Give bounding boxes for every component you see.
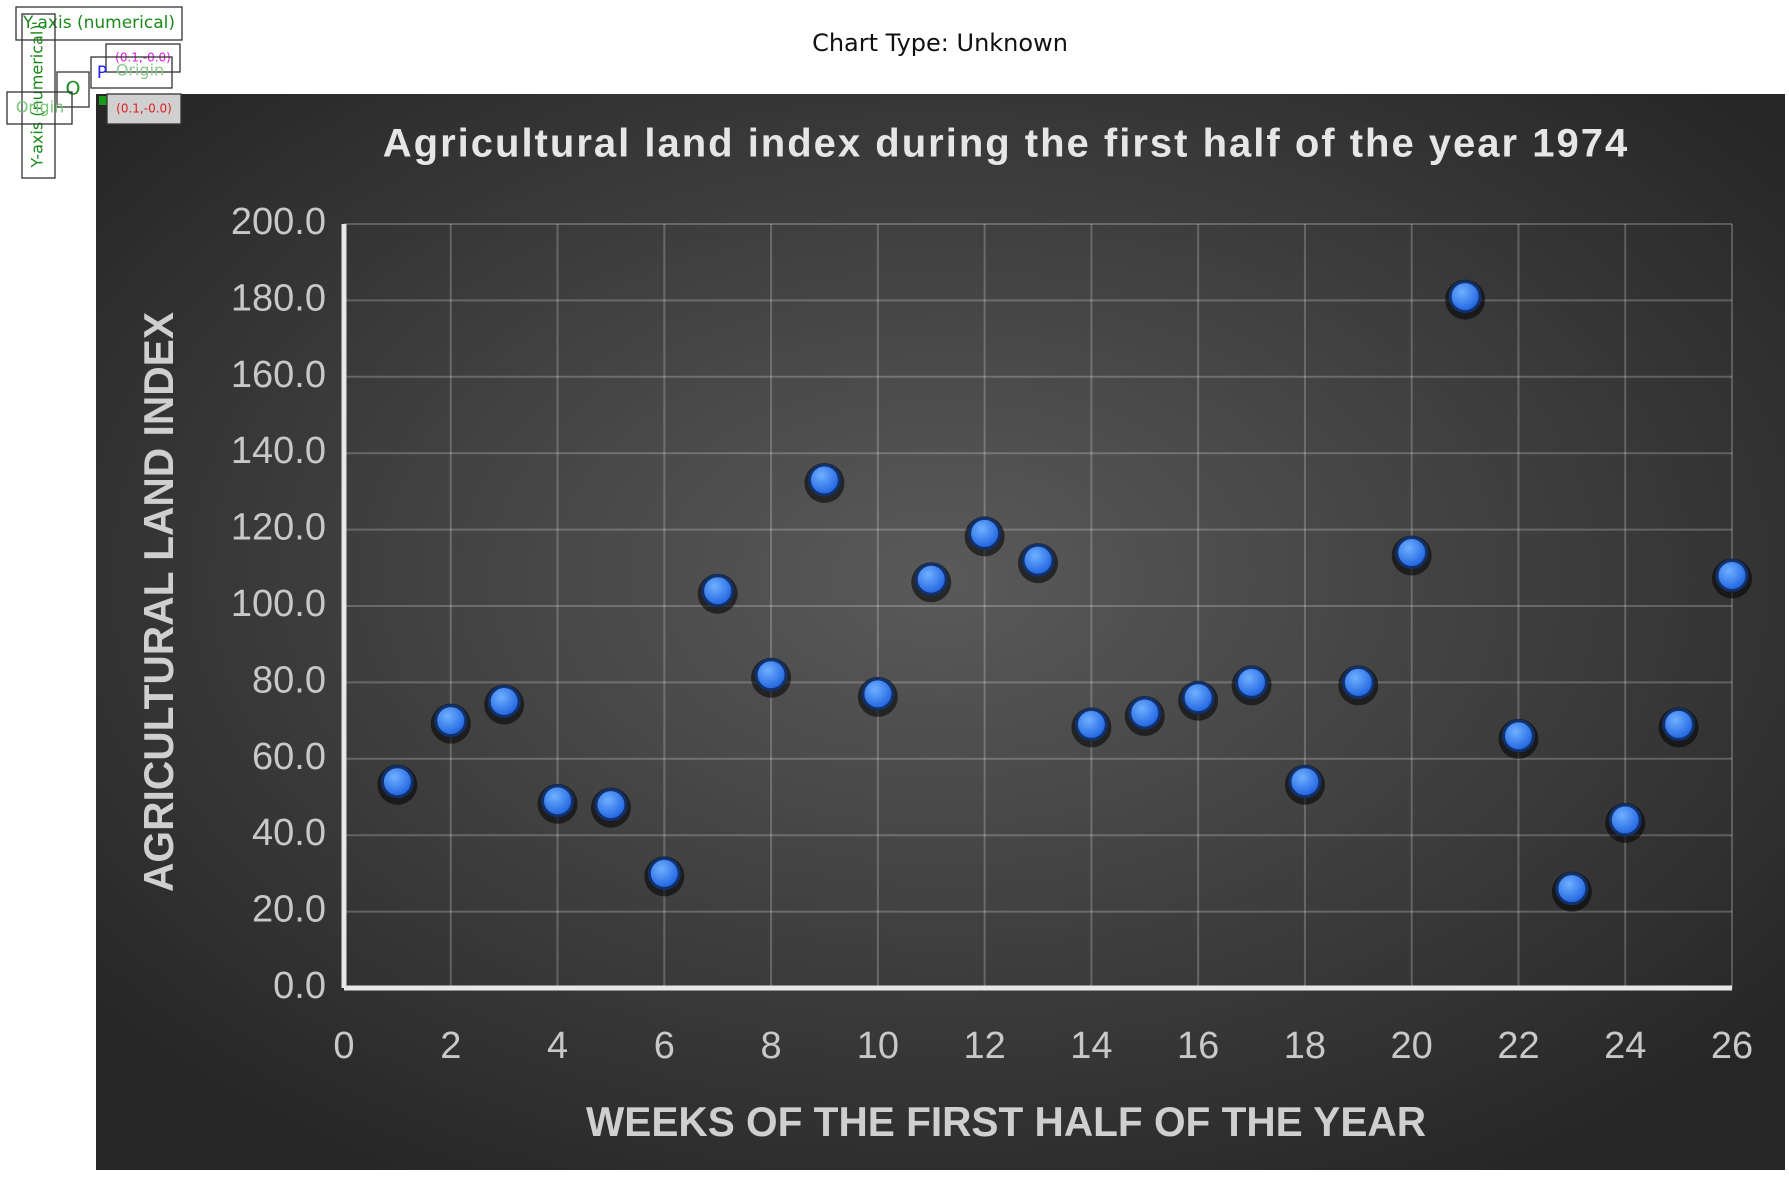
point [1715,558,1749,592]
y-tick-label: 80.0 [252,659,326,701]
point [1074,707,1108,741]
point [861,677,895,711]
x-axis-title: WEEKS OF THE FIRST HALF OF THE YEAR [586,1098,1426,1145]
point [914,562,948,596]
point [1448,280,1482,314]
y-tick-label: 20.0 [252,889,326,931]
annotation-label: O [66,78,81,100]
point [487,685,521,718]
y-tick-label: 160.0 [231,354,326,396]
chart: Agricultural land index during the first… [135,122,1753,1146]
point [1235,665,1269,699]
annotation-label: Origin [16,98,64,117]
y-axis-title: AGRICULTURAL LAND INDEX [135,312,182,892]
x-tick-label: 12 [963,1025,1005,1067]
y-tick-label: 180.0 [231,277,326,319]
annotation-label: Origin [116,61,164,80]
x-tick-label: 4 [547,1025,568,1067]
y-tick-label: 120.0 [231,507,326,549]
annotation-box [106,93,182,125]
annotation-label: (0.1,-0.0) [116,102,172,116]
x-tick-label: 14 [1070,1025,1112,1067]
x-tick-label: 10 [857,1025,899,1067]
point [1341,665,1375,699]
point [1395,536,1429,570]
annotation-label: Y-axis (numerical) [22,13,175,33]
y-tick-label: 100.0 [231,583,326,625]
annotation-box [56,71,90,108]
x-tick-label: 16 [1177,1025,1219,1067]
point [807,463,841,497]
chart-title: Agricultural land index during the first… [383,122,1629,166]
y-tick-label: 140.0 [231,430,326,472]
x-tick-label: 22 [1497,1025,1539,1067]
point [1181,681,1215,715]
point [1608,803,1642,837]
point [1128,696,1162,730]
annotation-box [6,91,73,125]
x-tick-label: 26 [1711,1025,1753,1067]
point [1555,872,1589,906]
point [594,788,628,822]
annotation-label: P [97,63,107,83]
y-tick-label: 0.0 [273,965,326,1007]
x-tick-label: 6 [654,1025,675,1067]
point [1288,765,1322,799]
point [434,704,468,738]
point [1501,719,1535,753]
annotation-box [15,6,183,41]
point [1662,707,1696,741]
point [380,765,414,799]
y-tick-label: 40.0 [252,812,326,854]
point [701,574,735,608]
x-tick-label: 0 [333,1025,354,1067]
x-tick-label: 2 [440,1025,461,1067]
x-tick-label: 18 [1284,1025,1326,1067]
point [968,516,1002,550]
x-tick-label: 20 [1391,1025,1433,1067]
origin-marker [99,96,108,105]
annotation-label: Y-axis (numerical) [28,24,47,168]
annotation-box [105,43,181,73]
point [647,856,681,890]
x-tick-label: 24 [1604,1025,1646,1067]
point [1021,543,1055,577]
y-tick-label: 60.0 [252,736,326,778]
annotation-box [21,13,56,179]
point [541,784,575,818]
chart-panel [96,94,1785,1170]
point [754,658,788,692]
y-tick-label: 200.0 [231,201,326,243]
x-tick-label: 8 [761,1025,782,1067]
page-header: Chart Type: Unknown [812,29,1068,57]
annotation-box [90,56,173,89]
